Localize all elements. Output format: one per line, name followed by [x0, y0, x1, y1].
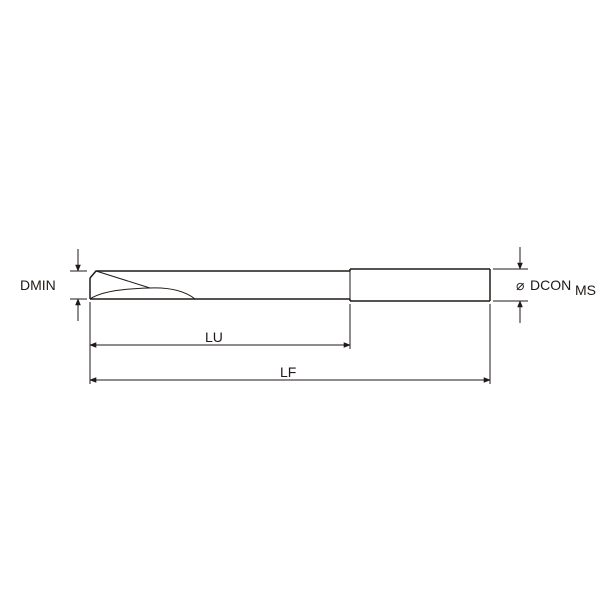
- tool-outline: [90, 269, 490, 301]
- label-dcon: DCON: [530, 277, 571, 293]
- label-lu: LU: [205, 329, 223, 345]
- label-dmin: DMIN: [20, 277, 56, 293]
- label-lf: LF: [280, 364, 296, 380]
- dimension-dmin: [70, 249, 87, 321]
- label-ms: MS: [575, 282, 596, 298]
- diameter-symbol: ⌀: [516, 277, 524, 293]
